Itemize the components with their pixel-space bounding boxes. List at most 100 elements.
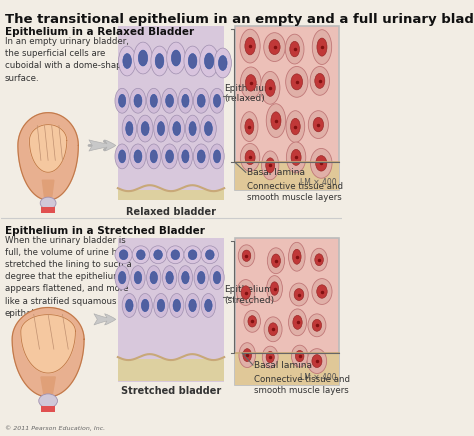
Ellipse shape [289, 309, 307, 336]
Text: Basal lamina: Basal lamina [255, 361, 312, 370]
Ellipse shape [290, 283, 308, 306]
Ellipse shape [167, 42, 185, 74]
Ellipse shape [137, 250, 145, 260]
Ellipse shape [163, 266, 177, 290]
Ellipse shape [293, 315, 302, 329]
Ellipse shape [178, 266, 192, 290]
Ellipse shape [188, 54, 197, 68]
Ellipse shape [317, 285, 327, 298]
Ellipse shape [264, 33, 285, 61]
Ellipse shape [213, 94, 220, 107]
Text: Connective tissue and
smooth muscle layers: Connective tissue and smooth muscle laye… [247, 182, 343, 202]
Ellipse shape [146, 89, 161, 113]
Text: Epithelium in a Relaxed Bladder: Epithelium in a Relaxed Bladder [5, 27, 194, 37]
Ellipse shape [214, 48, 231, 78]
Ellipse shape [239, 343, 255, 368]
Polygon shape [29, 125, 67, 172]
Text: The transitional epithelium in an empty and a full urinary bladder: The transitional epithelium in an empty … [5, 14, 474, 26]
Ellipse shape [308, 314, 326, 337]
Ellipse shape [123, 54, 131, 68]
Ellipse shape [150, 150, 157, 163]
Ellipse shape [312, 354, 322, 368]
Ellipse shape [150, 94, 157, 107]
Ellipse shape [166, 272, 173, 284]
Ellipse shape [184, 246, 201, 264]
Ellipse shape [182, 150, 189, 163]
Text: In an empty urinary bladder,
the superficial cells are
cuboidal with a dome-shap: In an empty urinary bladder, the superfi… [5, 37, 132, 82]
Bar [235, 162, 339, 190]
Ellipse shape [213, 150, 220, 163]
Ellipse shape [312, 30, 332, 65]
Text: Relaxed bladder: Relaxed bladder [126, 207, 216, 217]
Ellipse shape [118, 150, 126, 163]
Ellipse shape [157, 299, 164, 312]
Ellipse shape [182, 94, 189, 107]
Ellipse shape [182, 272, 189, 284]
Text: When the urinary bladder is
full, the volume of urine has
stretched the lining t: When the urinary bladder is full, the vo… [5, 236, 132, 318]
Ellipse shape [134, 42, 152, 74]
Text: Connective tissue and
smooth muscle layers: Connective tissue and smooth muscle laye… [255, 375, 350, 395]
Ellipse shape [210, 144, 224, 169]
Ellipse shape [311, 249, 328, 271]
Ellipse shape [194, 266, 209, 290]
Text: Basal lamina: Basal lamina [247, 168, 305, 177]
Ellipse shape [291, 150, 301, 165]
Ellipse shape [241, 112, 258, 142]
Ellipse shape [267, 248, 284, 274]
Ellipse shape [292, 249, 301, 264]
Ellipse shape [150, 272, 157, 284]
Ellipse shape [197, 94, 205, 107]
Ellipse shape [184, 46, 201, 76]
Ellipse shape [189, 122, 196, 136]
Ellipse shape [316, 156, 327, 171]
Ellipse shape [206, 250, 214, 260]
Bar [118, 190, 224, 200]
Ellipse shape [141, 299, 149, 312]
Ellipse shape [313, 117, 324, 132]
Ellipse shape [291, 74, 302, 90]
Ellipse shape [204, 53, 214, 69]
Ellipse shape [119, 250, 128, 260]
Ellipse shape [272, 254, 281, 267]
Ellipse shape [243, 349, 252, 361]
Ellipse shape [165, 150, 173, 163]
Ellipse shape [290, 41, 300, 57]
Polygon shape [18, 112, 78, 200]
Ellipse shape [138, 50, 148, 66]
Ellipse shape [210, 89, 224, 113]
Ellipse shape [201, 293, 216, 317]
Ellipse shape [185, 115, 200, 142]
Ellipse shape [270, 282, 279, 295]
Ellipse shape [200, 45, 219, 77]
Ellipse shape [213, 272, 221, 284]
Ellipse shape [315, 254, 323, 266]
Ellipse shape [286, 111, 305, 143]
Ellipse shape [122, 293, 137, 317]
Ellipse shape [265, 79, 275, 96]
Ellipse shape [134, 272, 142, 284]
Ellipse shape [146, 144, 161, 169]
Ellipse shape [317, 38, 327, 56]
Ellipse shape [268, 323, 278, 336]
Bar [235, 353, 339, 385]
Ellipse shape [137, 115, 153, 142]
Ellipse shape [204, 122, 212, 136]
Ellipse shape [170, 293, 184, 317]
Ellipse shape [307, 349, 327, 374]
Ellipse shape [310, 66, 329, 95]
Ellipse shape [201, 246, 219, 264]
Ellipse shape [141, 122, 149, 136]
Ellipse shape [185, 293, 200, 317]
Bar [235, 238, 339, 385]
Ellipse shape [245, 37, 255, 55]
Ellipse shape [219, 55, 227, 71]
Ellipse shape [246, 75, 256, 91]
Ellipse shape [173, 299, 181, 312]
Ellipse shape [271, 112, 281, 129]
Ellipse shape [291, 118, 300, 135]
Bar [118, 26, 224, 200]
Ellipse shape [134, 94, 142, 107]
Ellipse shape [286, 66, 308, 97]
Ellipse shape [240, 29, 260, 63]
Ellipse shape [312, 279, 332, 304]
